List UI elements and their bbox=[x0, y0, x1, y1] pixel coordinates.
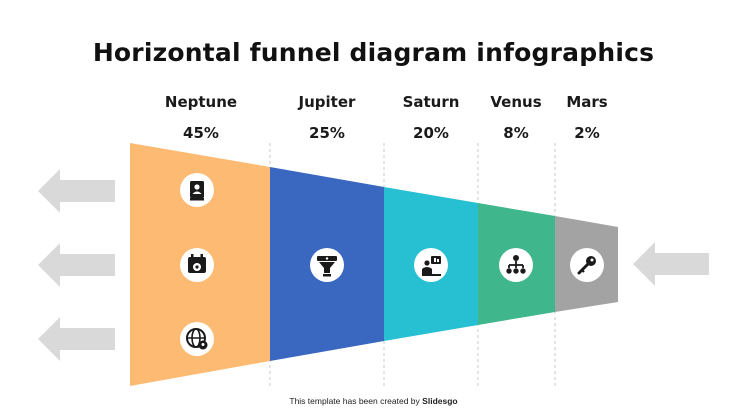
footer-brand: Slidesgo bbox=[422, 396, 458, 406]
funnel-icon bbox=[310, 248, 344, 282]
stage-percent-neptune: 45% bbox=[183, 124, 219, 142]
page-title: Horizontal funnel diagram infographics bbox=[92, 38, 655, 67]
calendar-money-icon bbox=[180, 248, 214, 282]
key-icon bbox=[570, 248, 604, 282]
contact-book-icon bbox=[180, 173, 214, 207]
stage-percent-jupiter: 25% bbox=[309, 124, 345, 142]
stage-percent-venus: 8% bbox=[503, 124, 529, 142]
stage-percent-mars: 2% bbox=[574, 124, 600, 142]
left-arrow-icon bbox=[38, 169, 115, 213]
right-inflow-arrow-icon bbox=[633, 242, 709, 286]
hierarchy-icon bbox=[499, 248, 533, 282]
stage-label-jupiter: Jupiter bbox=[298, 93, 356, 111]
left-arrow-icon bbox=[38, 243, 115, 287]
presentation-icon bbox=[414, 248, 448, 282]
outflow-arrows bbox=[38, 169, 115, 361]
left-arrow-icon bbox=[38, 317, 115, 361]
stage-label-neptune: Neptune bbox=[164, 93, 238, 111]
stage-percent-saturn: 20% bbox=[413, 124, 449, 142]
globe-location-icon bbox=[180, 322, 214, 356]
footer-credit: This template has been created by Slides… bbox=[0, 396, 747, 406]
stage-label-saturn: Saturn bbox=[402, 93, 460, 111]
stage-label-venus: Venus bbox=[490, 93, 542, 111]
footer-prefix: This template has been created by bbox=[289, 396, 420, 406]
stage-label-mars: Mars bbox=[566, 93, 608, 111]
